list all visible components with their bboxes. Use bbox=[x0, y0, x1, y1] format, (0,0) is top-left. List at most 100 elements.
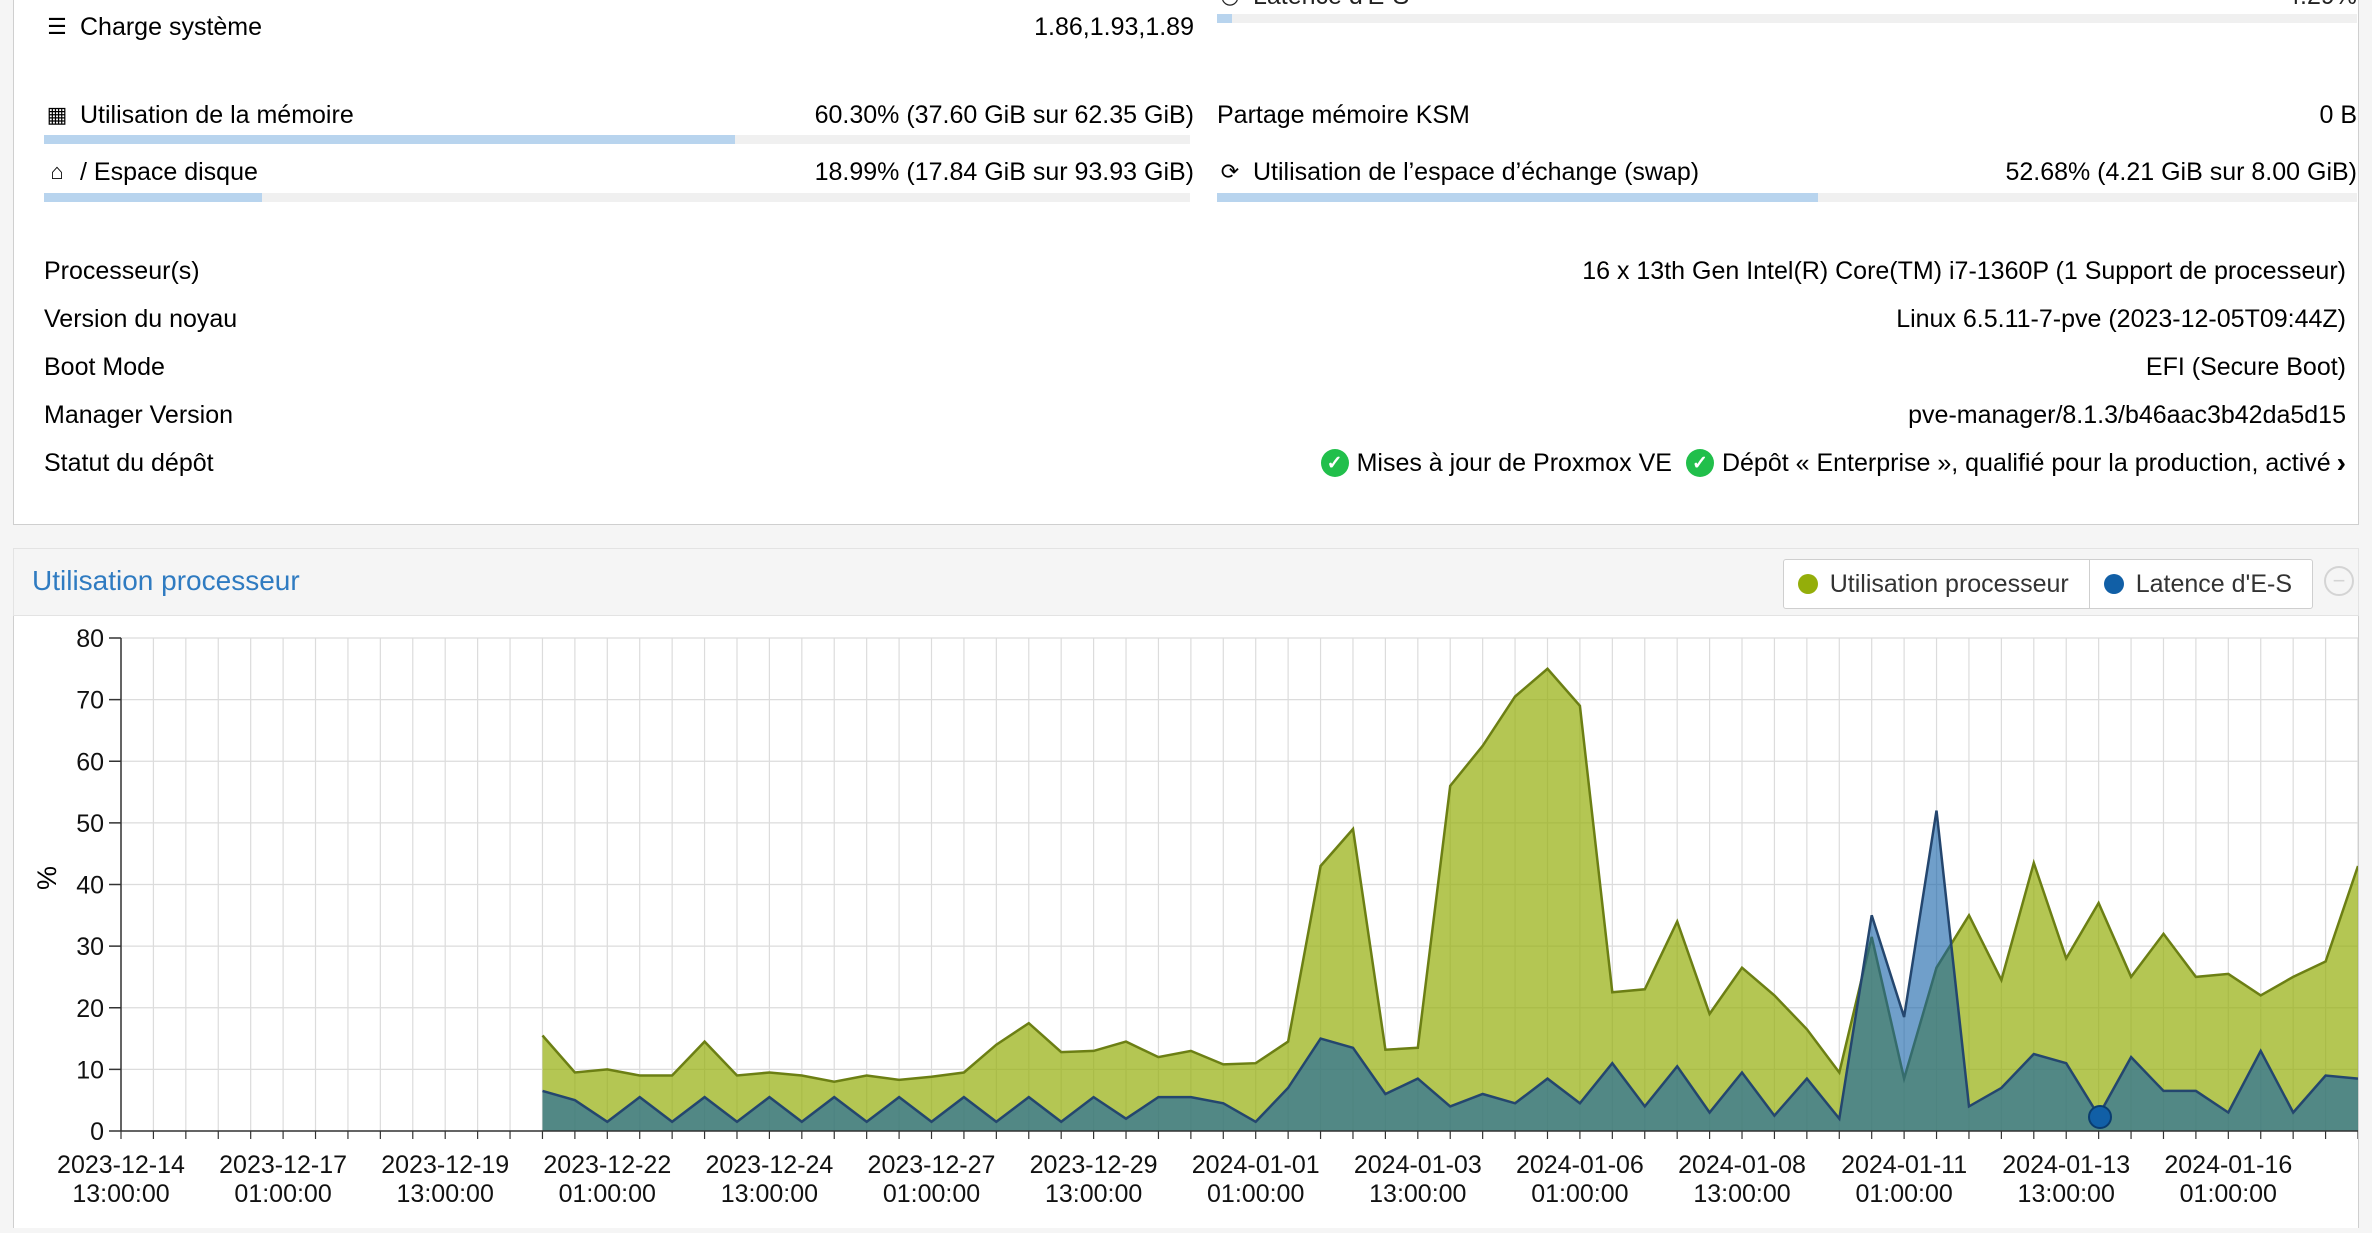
swap-bar-fill bbox=[1217, 193, 1818, 202]
x-tick-label: 2023-12-29 bbox=[1030, 1151, 1158, 1179]
boot-mode-value: EFI (Secure Boot) bbox=[2145, 352, 2346, 381]
x-tick-label: 2023-12-27 bbox=[868, 1151, 996, 1179]
io-delay-area-line bbox=[542, 810, 2359, 1124]
x-tick-label: 01:00:00 bbox=[1207, 1180, 1304, 1208]
memory-label: Utilisation de la mémoire bbox=[80, 100, 354, 129]
io-delay-bar bbox=[1217, 14, 2357, 23]
io-delay-value: 4.29% bbox=[2286, 0, 2357, 11]
swap-row: ⟳ Utilisation de l’espace d’échange (swa… bbox=[1217, 154, 2357, 190]
x-tick-label: 2023-12-14 bbox=[57, 1151, 185, 1179]
legend-dot-io-icon bbox=[2103, 574, 2124, 594]
x-tick-label: 13:00:00 bbox=[1045, 1180, 1142, 1208]
y-tick-label: 70 bbox=[76, 687, 104, 715]
x-tick-label: 13:00:00 bbox=[1693, 1180, 1790, 1208]
memory-bar bbox=[44, 135, 1190, 144]
cpu-load-row: ☰ Charge système 1.86,1.93,1.89 bbox=[44, 9, 1194, 45]
x-tick-label: 2023-12-24 bbox=[705, 1151, 833, 1179]
x-tick-label: 2023-12-19 bbox=[381, 1151, 509, 1179]
boot-mode-label: Boot Mode bbox=[44, 352, 165, 381]
x-tick-label: 2023-12-22 bbox=[543, 1151, 671, 1179]
y-tick-label: 80 bbox=[76, 625, 104, 653]
hdd-icon: ⌂ bbox=[50, 159, 64, 184]
memory-bar-fill bbox=[44, 135, 736, 144]
x-tick-label: 2023-12-17 bbox=[219, 1151, 347, 1179]
manager-version-label: Manager Version bbox=[44, 400, 234, 429]
memory-row: ▦ Utilisation de la mémoire 60.30% (37.6… bbox=[44, 97, 1194, 133]
x-tick-label: 13:00:00 bbox=[721, 1180, 818, 1208]
x-tick-label: 2024-01-16 bbox=[2164, 1151, 2292, 1179]
repo-status-enterprise: Dépôt « Enterprise », qualifié pour la p… bbox=[1721, 448, 2331, 477]
io-delay-bar-fill bbox=[1217, 14, 1232, 23]
cpu-usage-area[interactable] bbox=[542, 668, 2359, 1131]
repo-status-row[interactable]: Statut du dépôt ✓ Mises à jour de Proxmo… bbox=[44, 442, 2346, 484]
status-panel: ☰ Charge système 1.86,1.93,1.89 ◷ Latenc… bbox=[13, 0, 2359, 525]
repo-status-label: Statut du dépôt bbox=[44, 448, 214, 477]
cpus-row: Processeur(s) 16 x 13th Gen Intel(R) Cor… bbox=[44, 250, 2346, 292]
manager-version-value: pve-manager/8.1.3/b46aac3b42da5d15 bbox=[1908, 400, 2346, 429]
swap-value: 52.68% (4.21 GiB sur 8.00 GiB) bbox=[2005, 157, 2357, 186]
x-tick-label: 01:00:00 bbox=[234, 1180, 331, 1208]
y-tick-label: 40 bbox=[76, 872, 104, 900]
ksm-row: Partage mémoire KSM 0 B bbox=[1217, 97, 2357, 133]
x-tick-label: 2024-01-06 bbox=[1516, 1151, 1644, 1179]
swap-bar bbox=[1217, 193, 2357, 202]
cpus-label: Processeur(s) bbox=[44, 256, 200, 285]
chart-legend: Utilisation processeur Latence d'E-S bbox=[1782, 559, 2313, 609]
x-tick-label: 01:00:00 bbox=[1531, 1180, 1628, 1208]
y-tick-label: 60 bbox=[76, 748, 104, 776]
x-tick-label: 01:00:00 bbox=[2180, 1180, 2277, 1208]
memory-icon: ▦ bbox=[46, 102, 68, 127]
minus-circle-icon: − bbox=[2332, 568, 2346, 593]
y-tick-label: 0 bbox=[90, 1118, 104, 1146]
legend-label-io: Latence d'E-S bbox=[2135, 569, 2292, 598]
repo-status-updates: Mises à jour de Proxmox VE bbox=[1356, 448, 1672, 477]
server-icon: ☰ bbox=[47, 14, 67, 39]
y-tick-label: 30 bbox=[76, 933, 104, 961]
legend-item-io[interactable]: Latence d'E-S bbox=[2088, 560, 2312, 608]
ksm-label: Partage mémoire KSM bbox=[1217, 100, 1470, 129]
x-tick-label: 13:00:00 bbox=[397, 1180, 494, 1208]
clock-icon: ◷ bbox=[1217, 0, 1243, 9]
x-tick-label: 2024-01-03 bbox=[1354, 1151, 1482, 1179]
collapse-button[interactable]: − bbox=[2324, 566, 2354, 596]
memory-value: 60.30% (37.60 GiB sur 62.35 GiB) bbox=[814, 100, 1194, 129]
x-tick-label: 13:00:00 bbox=[72, 1180, 169, 1208]
disk-label: / Espace disque bbox=[80, 157, 258, 186]
repo-status-value[interactable]: ✓ Mises à jour de Proxmox VE ✓ Dépôt « E… bbox=[1307, 447, 2346, 479]
kernel-value: Linux 6.5.11-7-pve (2023-12-05T09:44Z) bbox=[1896, 304, 2346, 333]
check-circle-icon: ✓ bbox=[1685, 449, 1714, 477]
cpu-chart: 0 10 20 30 40 50 60 70 80 2023-12-14 13:00:00 2023-… bbox=[13, 616, 2360, 1228]
cpu-load-value: 1.86,1.93,1.89 bbox=[1034, 12, 1194, 41]
ksm-value: 0 B bbox=[2319, 100, 2357, 129]
check-circle-icon: ✓ bbox=[1320, 449, 1349, 477]
manager-version-row: Manager Version pve-manager/8.1.3/b46aac… bbox=[44, 394, 2346, 436]
y-axis-label: % bbox=[32, 866, 62, 890]
x-tick-label: 13:00:00 bbox=[2018, 1180, 2115, 1208]
legend-label-cpu: Utilisation processeur bbox=[1829, 569, 2069, 598]
y-tick-label: 20 bbox=[76, 995, 104, 1023]
swap-label: Utilisation de l’espace d’échange (swap) bbox=[1253, 157, 1700, 186]
cpu-load-label: Charge système bbox=[80, 12, 263, 41]
io-delay-area[interactable] bbox=[542, 810, 2359, 1131]
hover-point-marker[interactable] bbox=[2088, 1105, 2112, 1129]
legend-item-cpu[interactable]: Utilisation processeur bbox=[1784, 560, 2089, 608]
cpu-chart-header: Utilisation processeur Utilisation proce… bbox=[13, 548, 2359, 616]
kernel-row: Version du noyau Linux 6.5.11-7-pve (202… bbox=[44, 298, 2346, 340]
x-tick-label: 2024-01-13 bbox=[2002, 1151, 2130, 1179]
chevron-right-icon[interactable]: › bbox=[2336, 447, 2346, 478]
x-tick-label: 2024-01-01 bbox=[1192, 1151, 1320, 1179]
refresh-icon: ⟳ bbox=[1220, 159, 1240, 184]
x-tick-label: 13:00:00 bbox=[1369, 1180, 1466, 1208]
x-tick-label: 01:00:00 bbox=[883, 1180, 980, 1208]
x-tick-label: 01:00:00 bbox=[1855, 1180, 1952, 1208]
cpu-chart-svg: 010203040506070802023-12-1413:00:002023-… bbox=[32, 625, 2360, 1208]
cpu-usage-area-line bbox=[541, 667, 2360, 1084]
y-tick-label: 50 bbox=[76, 810, 104, 838]
io-delay-label: Latence d'E-S bbox=[1253, 0, 1409, 11]
legend-dot-cpu-icon bbox=[1797, 574, 1818, 594]
disk-row: ⌂ / Espace disque 18.99% (17.84 GiB sur … bbox=[44, 154, 1194, 190]
disk-value: 18.99% (17.84 GiB sur 93.93 GiB) bbox=[814, 157, 1194, 186]
kernel-label: Version du noyau bbox=[44, 304, 238, 333]
x-tick-label: 2024-01-11 bbox=[1841, 1151, 1967, 1179]
x-tick-label: 01:00:00 bbox=[559, 1180, 656, 1208]
